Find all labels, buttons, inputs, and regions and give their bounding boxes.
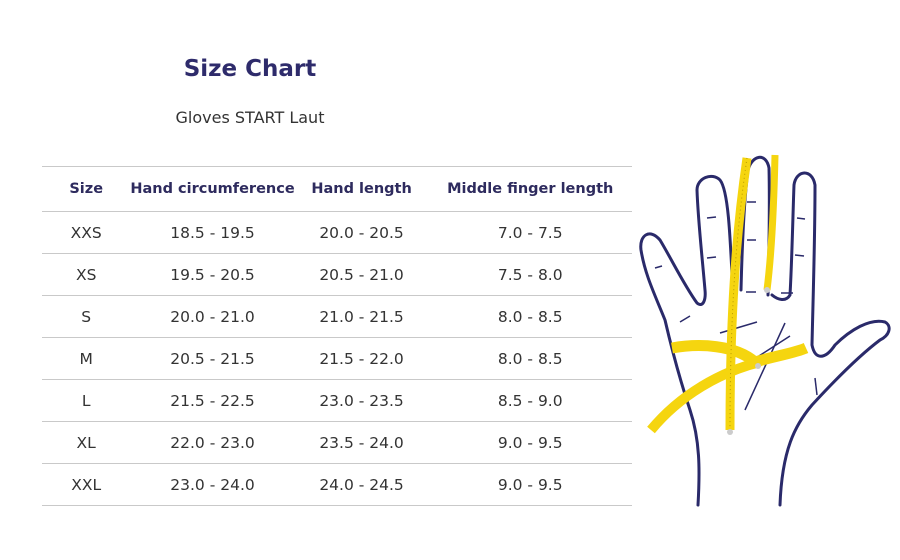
hand-length-cell: 21.5 - 22.0 — [294, 337, 429, 380]
size-cell: XXL — [42, 463, 131, 506]
hand-length-cell: 24.0 - 24.5 — [294, 463, 429, 506]
middle-finger-length-cell: 8.5 - 9.0 — [428, 379, 632, 422]
table-row: S 20.0 - 21.0 21.0 - 21.5 8.0 - 8.5 — [42, 295, 632, 338]
measuring-tape — [647, 154, 809, 435]
table-header-row: Size Hand circumference Hand length Midd… — [42, 166, 632, 212]
size-cell: M — [42, 337, 131, 380]
middle-finger-length-cell: 7.0 - 7.5 — [428, 211, 632, 254]
middle-finger-length-cell: 8.0 - 8.5 — [428, 295, 632, 338]
middle-finger-length-cell: 9.0 - 9.5 — [428, 421, 632, 464]
hand-circumference-cell: 23.0 - 24.0 — [130, 463, 295, 506]
table-row: M 20.5 - 21.5 21.5 - 22.0 8.0 - 8.5 — [42, 337, 632, 380]
hand-length-cell: 23.5 - 24.0 — [294, 421, 429, 464]
hand-length-cell: 21.0 - 21.5 — [294, 295, 429, 338]
column-header: Hand length — [294, 166, 429, 212]
hand-length-cell: 20.5 - 21.0 — [294, 253, 429, 296]
table-row: XXL 23.0 - 24.0 24.0 - 24.5 9.0 - 9.5 — [42, 463, 632, 506]
table-row: L 21.5 - 22.5 23.0 - 23.5 8.5 - 9.0 — [42, 379, 632, 422]
size-table: Size Hand circumference Hand length Midd… — [42, 166, 632, 506]
hand-length-cell: 23.0 - 23.5 — [294, 379, 429, 422]
hand-circumference-cell: 18.5 - 19.5 — [130, 211, 295, 254]
hand-outline — [639, 155, 891, 507]
size-cell: S — [42, 295, 131, 338]
hand-circumference-cell: 20.0 - 21.0 — [130, 295, 295, 338]
hand-circumference-cell: 22.0 - 23.0 — [130, 421, 295, 464]
table-row: XXS 18.5 - 19.5 20.0 - 20.5 7.0 - 7.5 — [42, 211, 632, 254]
middle-finger-length-cell: 7.5 - 8.0 — [428, 253, 632, 296]
hand-circumference-cell: 21.5 - 22.5 — [130, 379, 295, 422]
table-row: XL 22.0 - 23.0 23.5 - 24.0 9.0 - 9.5 — [42, 421, 632, 464]
hand-circumference-cell: 20.5 - 21.5 — [130, 337, 295, 380]
size-cell: XS — [42, 253, 131, 296]
size-cell: XL — [42, 421, 131, 464]
table-row: XS 19.5 - 20.5 20.5 - 21.0 7.5 - 8.0 — [42, 253, 632, 296]
column-header: Hand circumference — [130, 166, 295, 212]
middle-finger-length-cell: 9.0 - 9.5 — [428, 463, 632, 506]
product-subtitle: Gloves START Laut — [175, 108, 325, 127]
size-cell: XXS — [42, 211, 131, 254]
size-cell: L — [42, 379, 131, 422]
middle-finger-length-cell: 8.0 - 8.5 — [428, 337, 632, 380]
hand-length-cell: 20.0 - 20.5 — [294, 211, 429, 254]
hand-circumference-cell: 19.5 - 20.5 — [130, 253, 295, 296]
page-title: Size Chart — [183, 56, 317, 82]
column-header: Middle finger length — [428, 166, 632, 212]
